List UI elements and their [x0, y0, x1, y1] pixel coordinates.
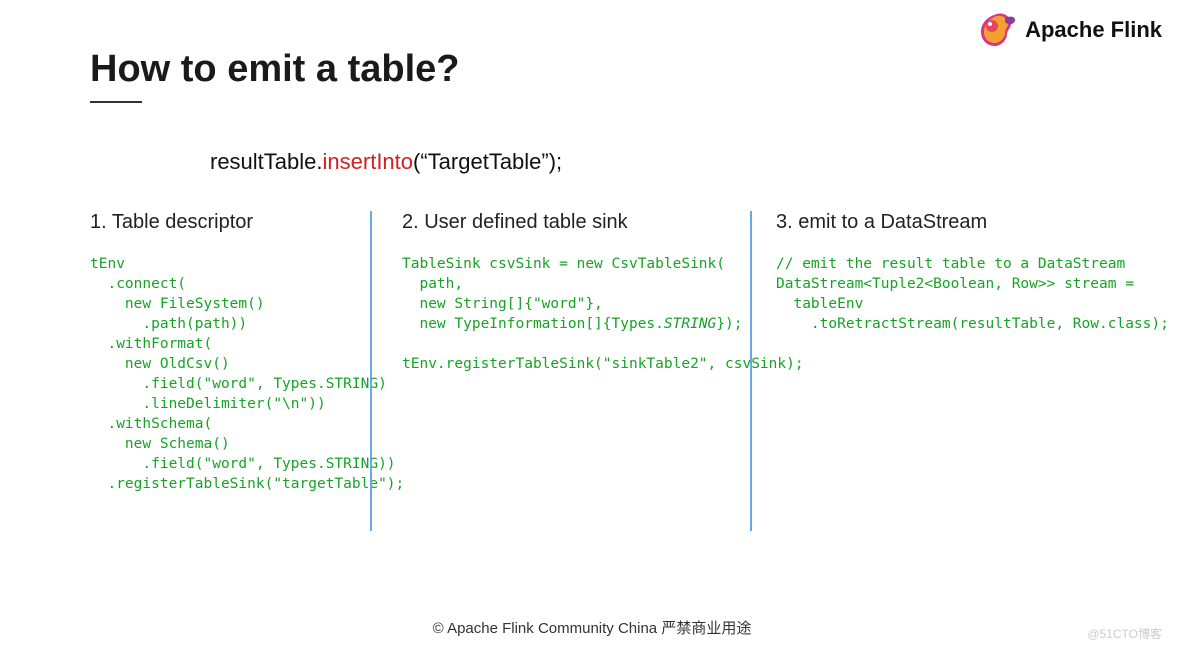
footer-text: © Apache Flink Community China 严禁商业用途 — [0, 617, 1184, 638]
column-head-stream: 3. emit to a DataStream — [776, 211, 1100, 234]
column-head-sink: 2. User defined table sink — [402, 211, 740, 234]
intro-method: insertInto — [323, 149, 414, 174]
column-stream: 3. emit to a DataStream // emit the resu… — [750, 211, 1110, 531]
intro-pre: resultTable. — [210, 149, 323, 174]
intro-post: (“TargetTable”); — [413, 149, 562, 174]
flink-squirrel-icon — [977, 12, 1017, 48]
column-head-descriptor: 1. Table descriptor — [90, 211, 360, 234]
code-sink: TableSink csvSink = new CsvTableSink( pa… — [402, 254, 740, 374]
code-descriptor: tEnv .connect( new FileSystem() .path(pa… — [90, 254, 360, 494]
logo-text: Apache Flink — [1025, 17, 1162, 43]
logo: Apache Flink — [977, 12, 1162, 48]
code-stream: // emit the result table to a DataStream… — [776, 254, 1100, 334]
page-title: How to emit a table? — [90, 48, 1094, 91]
watermark: @51CTO博客 — [1087, 625, 1162, 642]
intro-code-line: resultTable.insertInto(“TargetTable”); — [210, 149, 1094, 175]
columns: 1. Table descriptor tEnv .connect( new F… — [90, 211, 1094, 531]
column-descriptor: 1. Table descriptor tEnv .connect( new F… — [90, 211, 370, 494]
title-underline — [90, 101, 142, 103]
column-sink: 2. User defined table sink TableSink csv… — [370, 211, 750, 531]
code-sink-ital: STRING — [664, 316, 716, 332]
